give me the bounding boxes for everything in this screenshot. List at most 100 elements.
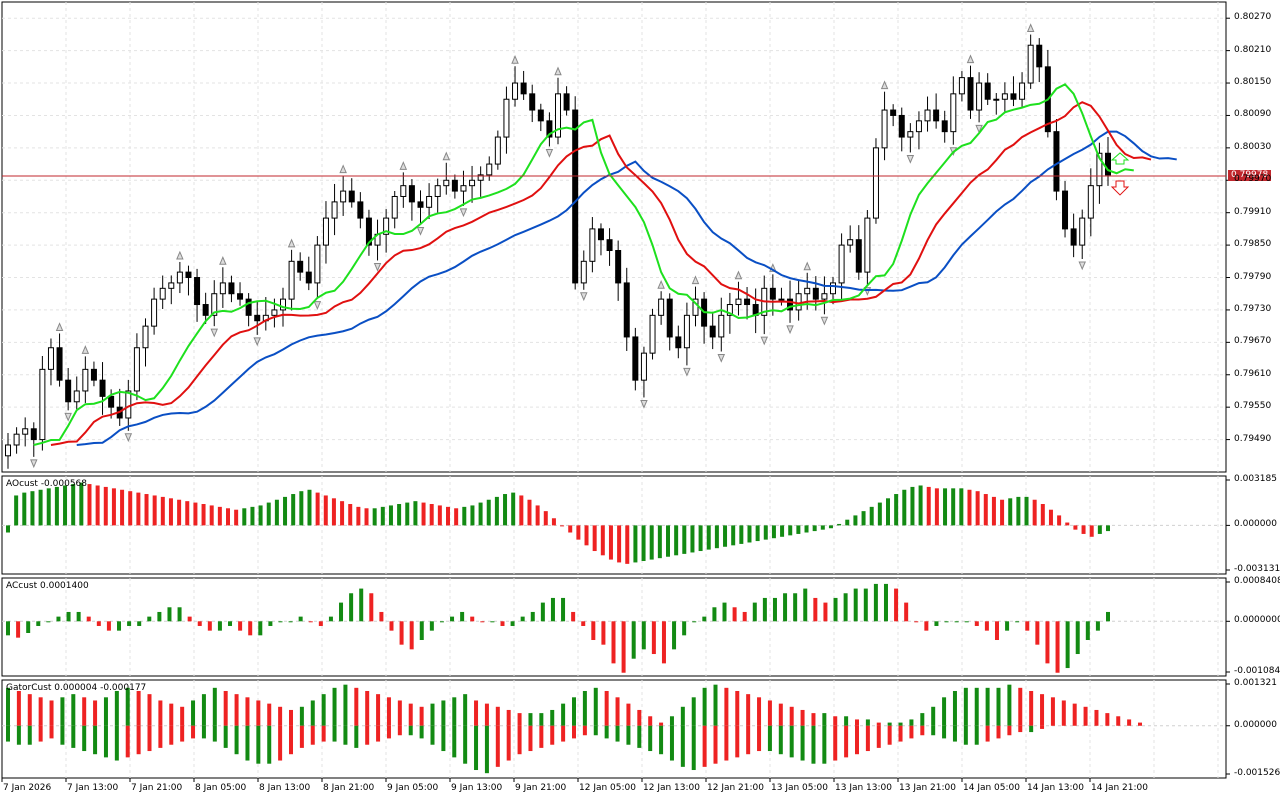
- ao-bar: [226, 508, 230, 526]
- fractal-down-icon: [1078, 261, 1086, 271]
- ac-bar: [56, 616, 61, 622]
- candle-body: [494, 136, 501, 165]
- gator-lower-bar: [724, 725, 729, 761]
- ao-bar: [723, 525, 728, 547]
- pane-frame: [1, 679, 1227, 779]
- ac-bar: [692, 621, 697, 623]
- ao-bar: [1073, 525, 1078, 530]
- gator-upper-bar: [278, 706, 283, 726]
- candle-body: [271, 309, 278, 316]
- gator-lower-bar: [103, 725, 108, 758]
- ao-bar: [902, 489, 907, 526]
- ao-bar: [1008, 498, 1013, 526]
- gator-upper-bar: [550, 709, 555, 726]
- ac-bar: [672, 621, 677, 650]
- gator-lower-bar: [27, 725, 32, 745]
- ac-bar: [631, 621, 636, 659]
- candle-body: [477, 174, 484, 181]
- x-tick-label: 7 Jan 21:00: [131, 783, 183, 793]
- candle-body: [280, 298, 286, 311]
- ao-bar: [299, 491, 304, 526]
- ac-tick-label: -0.0010845: [1234, 666, 1280, 676]
- candle-body: [1001, 93, 1008, 100]
- ac-bar: [954, 621, 959, 623]
- gator-lower-bar: [572, 725, 576, 739]
- candle-body: [1105, 152, 1111, 176]
- gator-lower-bar: [289, 725, 293, 755]
- ao-bar: [315, 492, 320, 526]
- y-tick-label: 0.79550: [1234, 401, 1272, 412]
- gator-upper-bar: [1138, 722, 1142, 726]
- ac-bar: [843, 593, 848, 622]
- candle-body: [357, 201, 364, 219]
- candle-body: [1019, 82, 1026, 100]
- ao-bar: [405, 502, 410, 526]
- ao-bar: [470, 505, 475, 526]
- ao-bar: [877, 502, 882, 526]
- ao-bar: [1057, 515, 1062, 526]
- candle-body: [340, 190, 347, 203]
- candle-body: [176, 271, 183, 284]
- gator-upper-bar: [604, 690, 609, 726]
- y-tick-label: 0.79610: [1234, 368, 1272, 379]
- gator-upper-bar: [463, 694, 468, 726]
- gator-lower-bar: [778, 725, 783, 755]
- ac-bar: [682, 621, 687, 636]
- candle-body: [228, 282, 235, 295]
- candle-body: [365, 217, 372, 246]
- ao-bar: [323, 495, 328, 526]
- ao-bar: [348, 504, 353, 526]
- candle-body: [855, 239, 862, 273]
- ao-bar: [250, 506, 255, 526]
- ac-bar: [1075, 621, 1080, 655]
- candle-body: [1087, 185, 1094, 219]
- gator-lower-bar: [419, 725, 424, 739]
- y-tick-label: 0.80150: [1234, 77, 1272, 88]
- candle-body: [597, 228, 604, 241]
- gator-upper-bar: [441, 700, 446, 726]
- x-tick-label: 7 Jan 2026: [3, 783, 52, 793]
- gator-tick-label: 0.000000: [1234, 719, 1277, 730]
- gator-upper-bar: [267, 703, 272, 726]
- ac-bar: [1025, 621, 1030, 631]
- ao-bar: [886, 498, 890, 526]
- gator-lower-bar: [114, 725, 119, 761]
- fractal-down-icon: [975, 124, 983, 134]
- ao-bar: [454, 508, 459, 526]
- ac-bar: [974, 621, 979, 626]
- gator-lower-bar: [1007, 725, 1012, 736]
- gator-upper-bar: [974, 687, 979, 726]
- ao-bar: [625, 525, 630, 564]
- gator-upper-bar: [169, 703, 174, 726]
- gator-lower-bar: [746, 725, 751, 755]
- gator-upper-bar: [702, 687, 707, 726]
- ao-tick-label: 0.000000: [1234, 519, 1277, 530]
- candle-body: [73, 390, 80, 403]
- gator-lower-bar: [680, 725, 685, 767]
- ao-bar: [1048, 509, 1053, 526]
- candle-body: [726, 304, 733, 316]
- x-tick-label: 8 Jan 21:00: [323, 783, 375, 793]
- ao-bar: [242, 508, 247, 526]
- gator-upper-bar: [1105, 713, 1110, 726]
- gator-lower-bar: [441, 725, 446, 752]
- fractal-up-icon: [339, 164, 347, 174]
- ac-bar: [86, 616, 91, 622]
- fractal-down-icon: [786, 325, 794, 335]
- fractal-up-icon: [81, 345, 90, 354]
- candle-body: [108, 395, 115, 408]
- ac-bar: [500, 621, 505, 626]
- candle-body: [417, 201, 424, 208]
- candle-body: [718, 314, 725, 338]
- candle-body: [426, 195, 433, 208]
- gator-upper-bar: [506, 709, 511, 726]
- ao-bar: [437, 505, 442, 526]
- y-tick-label: 0.79490: [1234, 433, 1272, 444]
- ac-tick-label: 0.0000000: [1234, 615, 1280, 626]
- gator-lower-bar: [506, 725, 511, 761]
- candle-body: [297, 260, 304, 273]
- candle-body: [82, 368, 89, 392]
- ac-bar: [26, 621, 31, 633]
- candle-body: [47, 347, 54, 370]
